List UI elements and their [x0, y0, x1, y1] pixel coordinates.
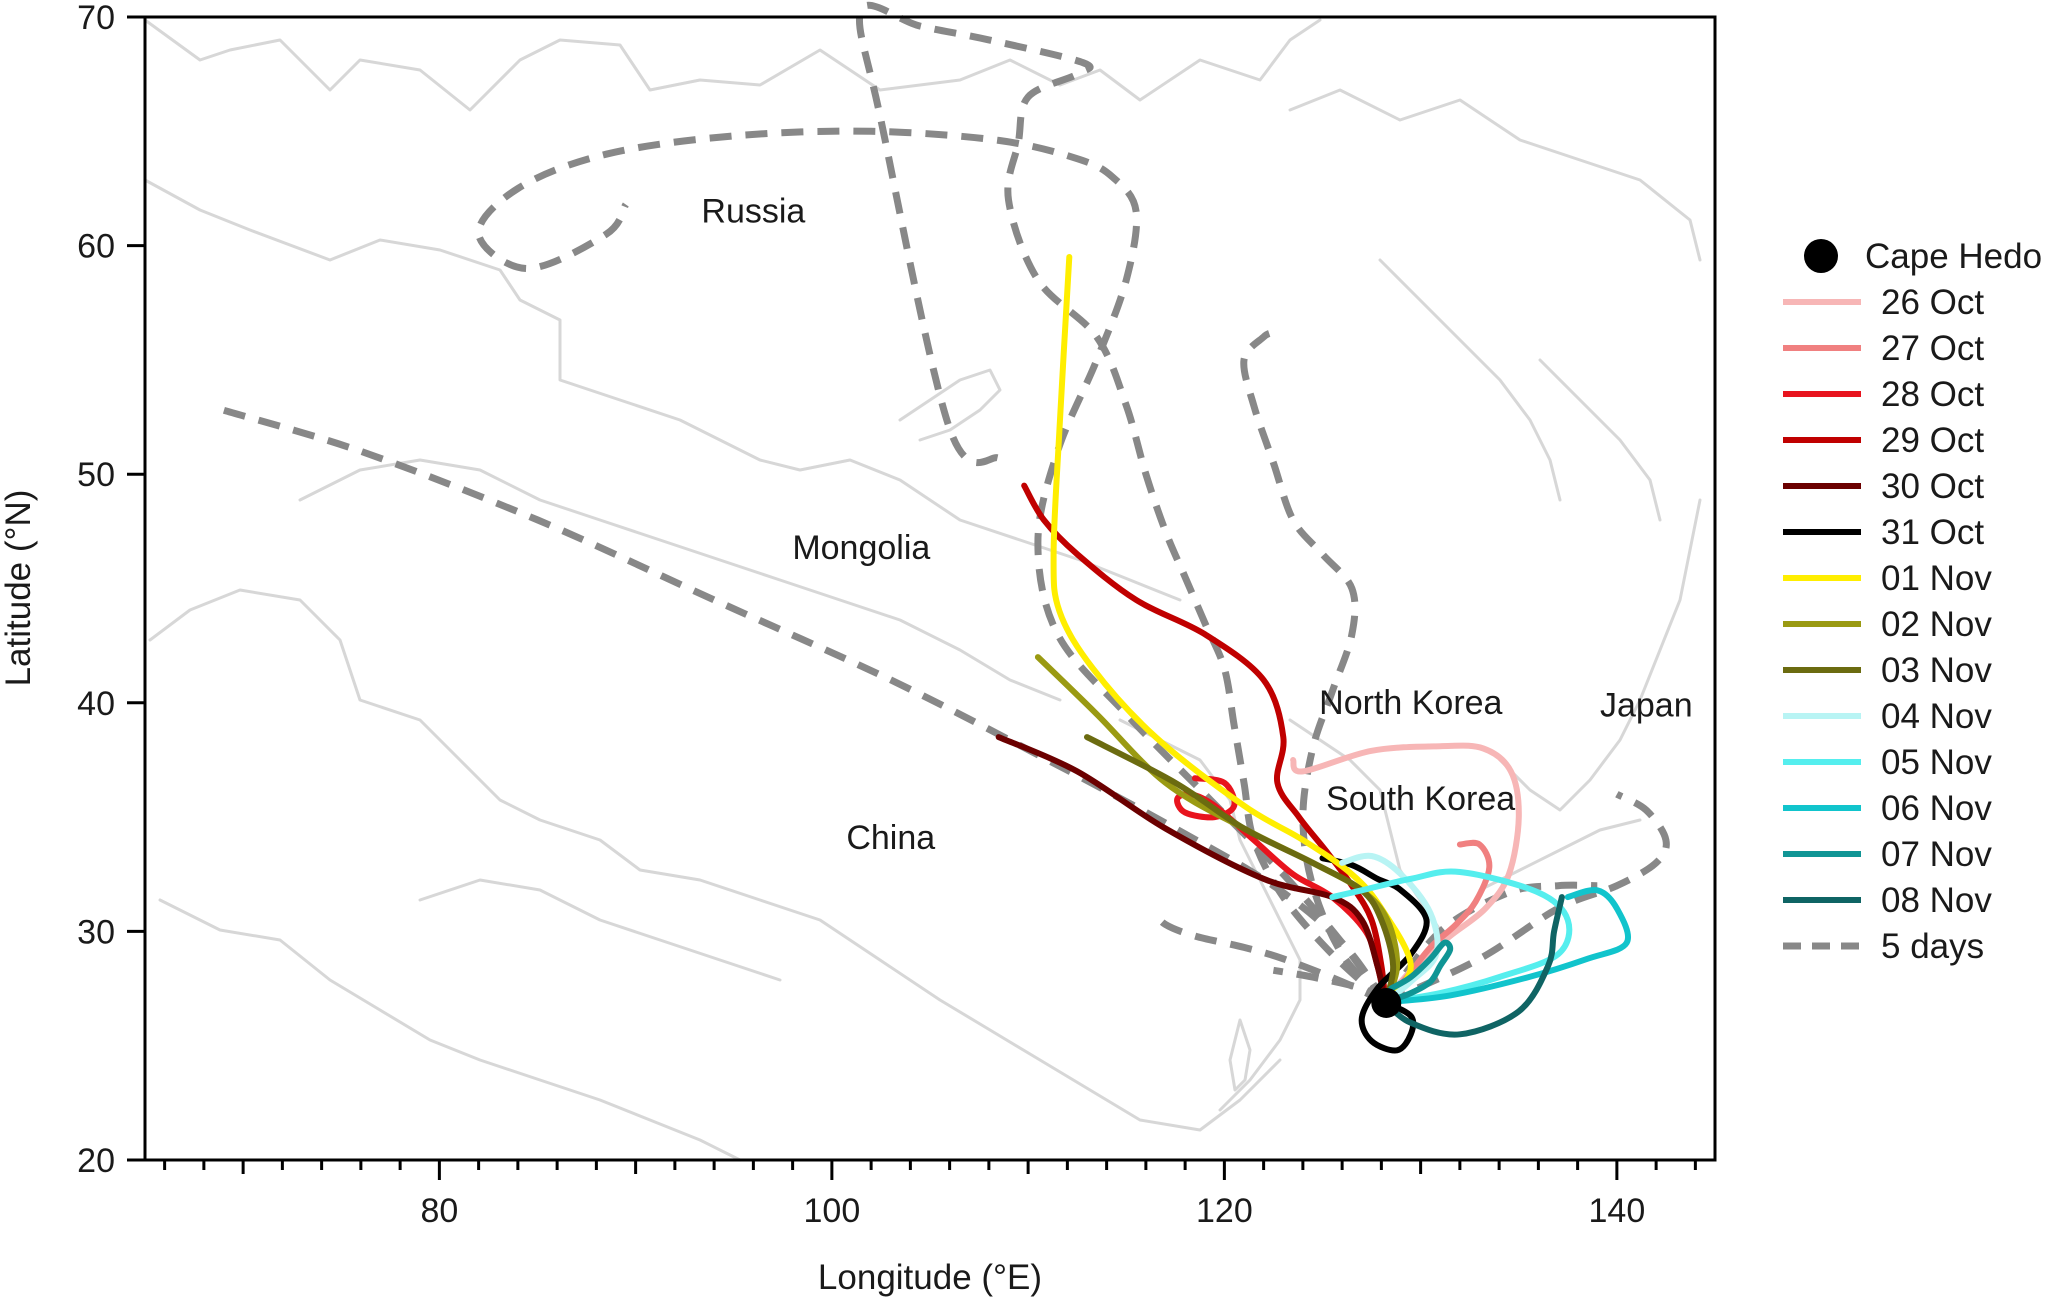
map-outline-taiwan: [1228, 1018, 1252, 1092]
map-outline-mongolia: [298, 458, 1062, 702]
map-outline-lake-baikal: [898, 368, 1002, 442]
y-axis-title: Latitude (°N): [0, 490, 38, 687]
map-outline-far-east: [1378, 258, 1562, 502]
y-tick-label-40: 40: [77, 685, 115, 723]
y-tick-label-20: 20: [77, 1142, 115, 1180]
annotation-mongolia: Mongolia: [792, 529, 930, 567]
five-day-path-2: [475, 127, 1389, 1005]
x-tick-label-100: 100: [804, 1192, 861, 1230]
y-axis-ticks: 20 30 40 50 60 70: [77, 0, 145, 1180]
legend: Cape Hedo 26 Oct 27 Oct 28 Oct 29 Oct 30 Oct 3…: [1783, 237, 2042, 966]
legend-label-01-nov: 01 Nov: [1881, 559, 1992, 598]
legend-label-29-oct: 29 Oct: [1881, 421, 1984, 460]
legend-label-26-oct: 26 Oct: [1881, 283, 1984, 322]
legend-label-04-nov: 04 Nov: [1881, 697, 1992, 736]
map-outline-china-south: [158, 898, 742, 1162]
legend-label-05-nov: 05 Nov: [1881, 743, 1992, 782]
five-day-path-3: [855, 1, 1388, 1005]
series-line-06-nov: [1382, 886, 1631, 1006]
annotation-south-korea: South Korea: [1326, 780, 1515, 818]
trajectory-series: [995, 254, 1631, 1054]
plot-frame: [143, 15, 1717, 1162]
x-axis-title: Longitude (°E): [818, 1258, 1042, 1297]
y-tick-label-60: 60: [77, 228, 115, 266]
series-line-30-oct: [995, 734, 1389, 1006]
legend-label-02-nov: 02 Nov: [1881, 605, 1992, 644]
y-tick-label-50: 50: [77, 456, 115, 494]
map-outline-north-coast: [143, 18, 1322, 112]
map-outline-russia-inner: [143, 178, 1182, 602]
cape-hedo-marker: [1371, 987, 1402, 1018]
five-day-path-7: [1383, 791, 1670, 1006]
annotation-north-korea: North Korea: [1319, 684, 1502, 722]
x-tick-label-120: 120: [1196, 1192, 1253, 1230]
series-line-07-nov: [1382, 939, 1454, 1006]
background-map: [143, 18, 1702, 1162]
legend-label-31-oct: 31 Oct: [1881, 513, 1984, 552]
five-day-path-4: [1240, 329, 1388, 1005]
legend-label-03-nov: 03 Nov: [1881, 651, 1992, 690]
x-axis-ticks: 80 100 120 140: [163, 1160, 1697, 1230]
legend-label-27-oct: 27 Oct: [1881, 329, 1984, 368]
legend-label-5-days: 5 days: [1881, 927, 1984, 966]
legend-label-06-nov: 06 Nov: [1881, 789, 1992, 828]
series-line-08-nov: [1382, 894, 1565, 1038]
map-outline-china-coast: [1118, 718, 1302, 1112]
series-line-29-oct: [1021, 482, 1389, 1006]
map-outline-china-west: [148, 588, 1282, 1132]
series-line-05-nov: [1329, 868, 1573, 1006]
country-labels: Russia Mongolia China North Korea South Kore…: [701, 193, 1692, 857]
y-tick-label-30: 30: [77, 913, 115, 951]
series-line-03-nov: [1084, 734, 1397, 1006]
x-tick-label-80: 80: [420, 1192, 458, 1230]
map-outline-north-coast-2: [1288, 88, 1702, 262]
legend-label-30-oct: 30 Oct: [1881, 467, 1984, 506]
y-tick-label-70: 70: [77, 0, 115, 37]
map-outline-sea-of-okhotsk: [1538, 358, 1662, 522]
legend-label-28-oct: 28 Oct: [1881, 375, 1984, 414]
annotation-china: China: [846, 819, 935, 857]
map-outline-tibet: [418, 878, 782, 982]
annotation-russia: Russia: [701, 193, 805, 231]
annotation-japan: Japan: [1600, 687, 1693, 725]
map-outline-japan: [1498, 498, 1702, 812]
five-day-path-8: [1382, 881, 1598, 1005]
legend-label-cape-hedo: Cape Hedo: [1865, 237, 2042, 276]
marker-layer: [1371, 987, 1402, 1018]
legend-label-07-nov: 07 Nov: [1881, 835, 1992, 874]
five-day-paths: [222, 1, 1670, 1006]
series-line-31-oct: [1319, 855, 1430, 1054]
x-tick-label-140: 140: [1589, 1192, 1646, 1230]
series-line-04-nov: [1339, 852, 1441, 1006]
legend-marker-cape-hedo: [1804, 239, 1838, 273]
legend-label-08-nov: 08 Nov: [1881, 881, 1992, 920]
